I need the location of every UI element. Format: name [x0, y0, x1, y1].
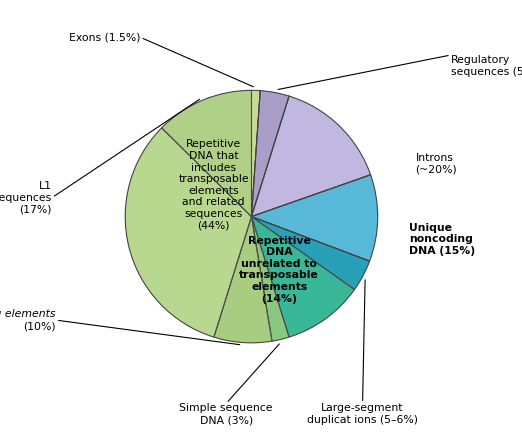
Text: Introns
(~20%): Introns (~20%)	[416, 153, 457, 174]
Text: Repetitive
DNA
unrelated to
transposable
elements
(14%): Repetitive DNA unrelated to transposable…	[240, 236, 319, 304]
Wedge shape	[252, 217, 289, 341]
Text: Large-segment
duplicat ions (5–6%): Large-segment duplicat ions (5–6%)	[307, 404, 418, 425]
Text: Unique
noncoding
DNA (15%): Unique noncoding DNA (15%)	[409, 223, 476, 256]
Text: Alu elements: Alu elements	[0, 309, 56, 319]
Wedge shape	[125, 128, 252, 337]
Wedge shape	[252, 91, 289, 217]
Wedge shape	[252, 90, 260, 217]
Text: L1
sequences
(17%): L1 sequences (17%)	[0, 181, 52, 214]
Text: Exons (1.5%): Exons (1.5%)	[69, 32, 140, 42]
Text: Repetitive
DNA that
includes
transposable
elements
and related
sequences
(44%): Repetitive DNA that includes transposabl…	[179, 139, 249, 231]
Text: (10%): (10%)	[23, 321, 56, 332]
Wedge shape	[162, 90, 252, 217]
Wedge shape	[252, 217, 370, 290]
Wedge shape	[252, 175, 378, 261]
Text: Regulatory
sequences (5%): Regulatory sequences (5%)	[451, 55, 522, 76]
Wedge shape	[214, 217, 272, 343]
Wedge shape	[252, 217, 354, 337]
Wedge shape	[252, 96, 371, 217]
Text: Simple sequence
DNA (3%): Simple sequence DNA (3%)	[180, 404, 273, 425]
